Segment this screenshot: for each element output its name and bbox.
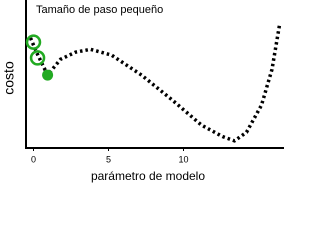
x-tick-label: 5: [106, 154, 111, 164]
step-marker: [25, 34, 42, 50]
x-tick-label: 10: [178, 154, 188, 164]
chart: Tamaño de paso pequeño costo parámetro d…: [1, 0, 284, 183]
step-marker: [42, 69, 54, 81]
chart-title: Tamaño de paso pequeño: [36, 4, 163, 16]
x-axis-label: parámetro de modelo: [91, 169, 205, 183]
cost-curve: [28, 24, 282, 143]
x-tick-label: 0: [31, 154, 36, 164]
y-axis-label: costo: [1, 61, 17, 95]
step-marker: [29, 50, 46, 66]
